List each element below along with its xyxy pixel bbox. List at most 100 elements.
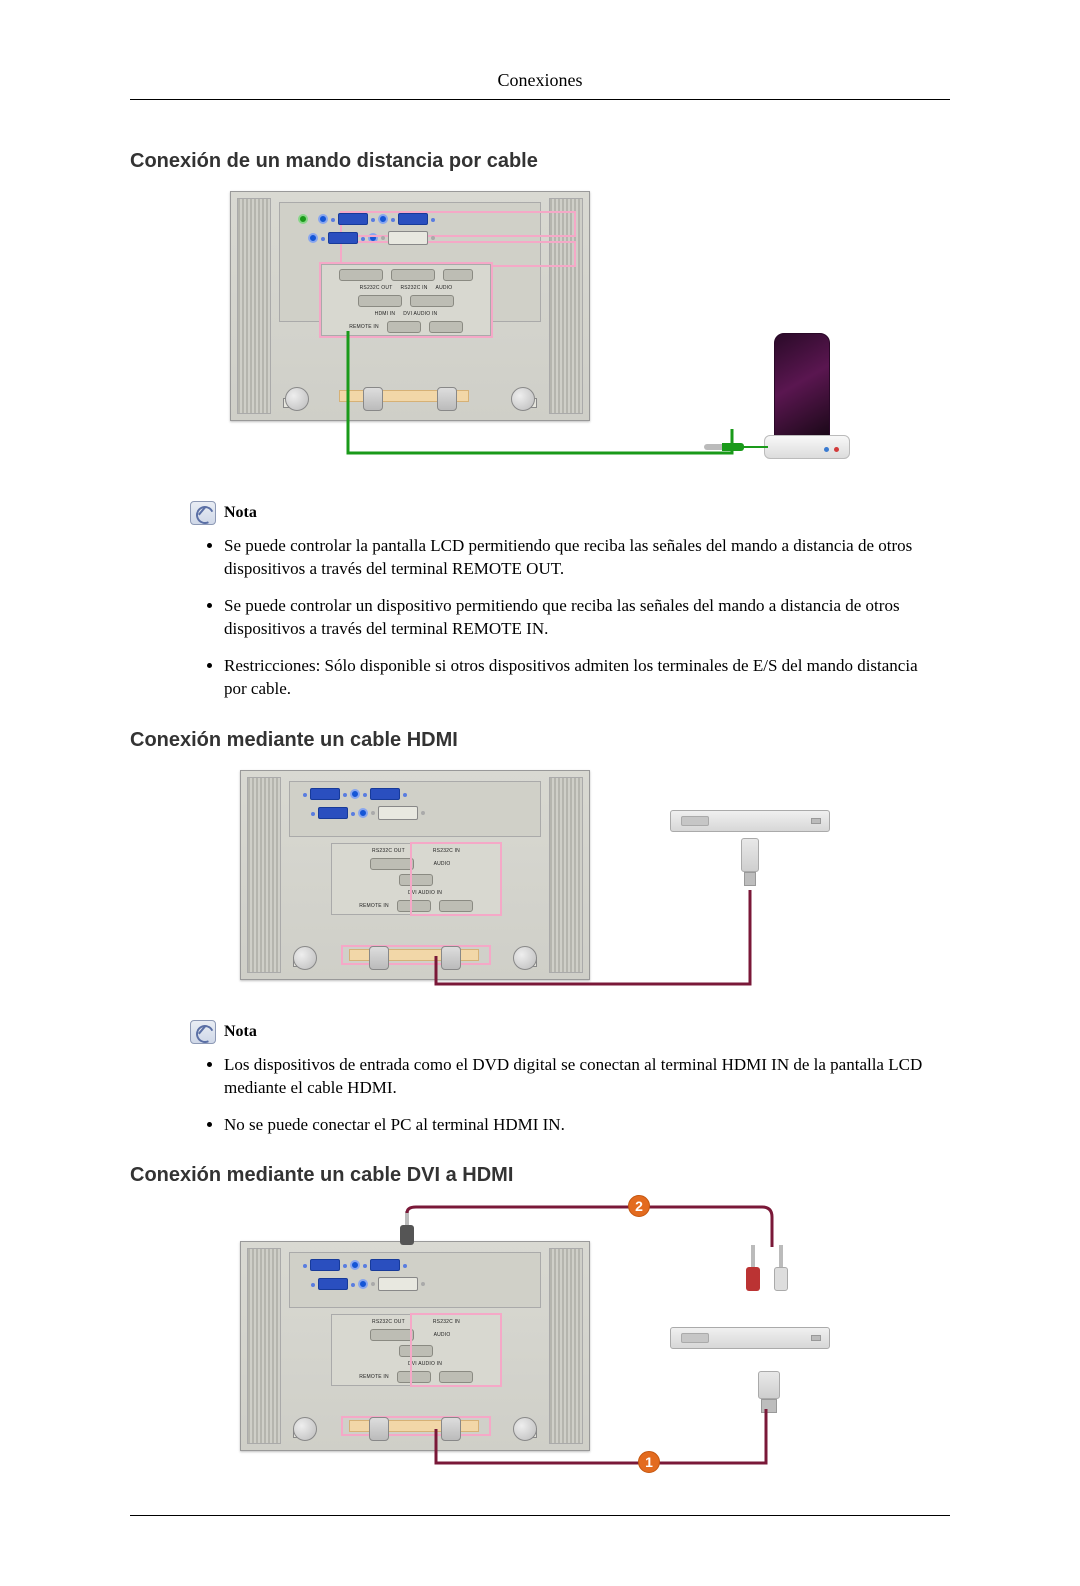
speaker-led-icon (824, 447, 829, 452)
serial-slot-icon (391, 269, 435, 281)
slot-icon (399, 1345, 433, 1357)
foot-knob-icon (293, 946, 317, 970)
audio-jack-icon (318, 214, 328, 224)
dvi-port-icon (388, 231, 428, 245)
port-label: RS232C OUT (372, 1319, 405, 1325)
io-plate (289, 781, 541, 837)
port-label: AUDIO (436, 285, 453, 291)
slot-icon (439, 1371, 473, 1383)
diagram-remote: RS232C OUTRS232C INAUDIO HDMI INDVI AUDI… (130, 191, 950, 471)
audio-jack-icon (358, 808, 368, 818)
note-label: Nota (224, 504, 257, 522)
grille-right (549, 198, 583, 414)
badge-1: 1 (638, 1451, 660, 1473)
port-label: REMOTE IN (359, 903, 389, 909)
remote-sub-plate: RS232C OUTRS232C INAUDIO HDMI INDVI AUDI… (321, 264, 491, 336)
slot-icon (443, 269, 473, 281)
foot-knob-icon (513, 946, 537, 970)
port-label: AUDIO (422, 861, 462, 867)
vga-port-icon (328, 232, 358, 244)
audio-plug-icon (704, 443, 768, 451)
foot-tab-icon (437, 387, 457, 411)
slot-icon (370, 1329, 414, 1341)
note-icon (190, 1020, 216, 1044)
vga-port-icon (318, 807, 348, 819)
slot-icon (429, 321, 463, 333)
foot-tab-icon (441, 1417, 461, 1441)
slot-icon (397, 900, 431, 912)
vga-port-icon (338, 213, 368, 225)
lcd-back-panel: RS232C OUTRS232C IN AUDIO DVI AUDIO IN R… (240, 1241, 590, 1451)
slot-icon (387, 321, 421, 333)
note-list-hdmi: Los dispositivos de entrada como el DVD … (224, 1054, 950, 1137)
dvd-player (670, 810, 830, 908)
note-item: Se puede controlar un dispositivo permit… (224, 595, 950, 641)
port-label: AUDIO (422, 1332, 462, 1338)
dvd-button-icon (811, 1335, 821, 1341)
foot-knob-icon (293, 1417, 317, 1441)
section-title-dvihdmi: Conexión mediante un cable DVI a HDMI (130, 1164, 950, 1187)
foot-tab-icon (441, 946, 461, 970)
dvd-button-icon (811, 818, 821, 824)
vga-port-icon (310, 788, 340, 800)
audio-jack-icon (298, 214, 308, 224)
foot-row (231, 384, 589, 414)
audio-jack-icon (378, 214, 388, 224)
audio-plug-top-icon (400, 1211, 414, 1245)
port-label: RS232C IN (433, 1319, 460, 1325)
io-sub-plate: RS232C OUTRS232C IN AUDIO DVI AUDIO IN R… (331, 1314, 501, 1386)
slot-icon (410, 295, 454, 307)
dvd-body (670, 810, 830, 832)
foot-tab-icon (369, 1417, 389, 1441)
foot-knob-icon (511, 387, 535, 411)
vga-port-icon (310, 1259, 340, 1271)
audio-jack-icon (358, 1279, 368, 1289)
audio-jack-icon (350, 789, 360, 799)
slot-icon (439, 900, 473, 912)
note-list-remote: Se puede controlar la pantalla LCD permi… (224, 535, 950, 701)
dvi-port-icon (378, 1277, 418, 1291)
footer-rule (130, 1515, 950, 1516)
port-label: RS232C OUT (372, 848, 405, 854)
badge-2: 2 (628, 1195, 650, 1217)
speaker-led-icon (834, 447, 839, 452)
speaker-device (774, 333, 850, 453)
slot-icon (397, 1371, 431, 1383)
note-item: Los dispositivos de entrada como el DVD … (224, 1054, 950, 1100)
vga-port-icon (370, 788, 400, 800)
dvd-tray-icon (681, 816, 709, 826)
hdmi-plug-icon (735, 838, 765, 908)
diagram-hdmi: RS232C OUTRS232C IN AUDIO DVI AUDIO IN R… (130, 770, 950, 990)
port-label: DVI AUDIO IN (403, 311, 437, 317)
dvi-port-icon (378, 806, 418, 820)
note-icon (190, 501, 216, 525)
note-item: Se puede controlar la pantalla LCD permi… (224, 535, 950, 581)
foot-tab-icon (369, 946, 389, 970)
note-item: No se puede conectar el PC al terminal H… (224, 1114, 950, 1137)
slot-icon (399, 874, 433, 886)
port-label: RS232C OUT (360, 285, 393, 291)
grille-left (237, 198, 271, 414)
serial-slot-icon (339, 269, 383, 281)
audio-jack-icon (350, 1260, 360, 1270)
foot-row (241, 1414, 589, 1444)
foot-knob-icon (513, 1417, 537, 1441)
speaker-base (764, 435, 850, 459)
note-item: Restricciones: Sólo disponible si otros … (224, 655, 950, 701)
port-label: REMOTE IN (349, 324, 379, 330)
vga-port-icon (398, 213, 428, 225)
lcd-back-panel: RS232C OUTRS232C IN AUDIO DVI AUDIO IN R… (240, 770, 590, 980)
diagram-dvihdmi: RS232C OUTRS232C IN AUDIO DVI AUDIO IN R… (130, 1205, 950, 1475)
lcd-back-panel: RS232C OUTRS232C INAUDIO HDMI INDVI AUDI… (230, 191, 590, 421)
speaker-body (774, 333, 830, 443)
rca-plugs (746, 1245, 788, 1295)
note-block: Nota (190, 1020, 950, 1044)
audio-jack-icon (308, 233, 318, 243)
foot-row (241, 943, 589, 973)
io-sub-plate: RS232C OUTRS232C IN AUDIO DVI AUDIO IN R… (331, 843, 501, 915)
dvi-plug-icon (754, 1371, 784, 1417)
io-plate (289, 1252, 541, 1308)
rca-white-icon (774, 1245, 788, 1295)
dvd-player (670, 1327, 830, 1349)
note-label: Nota (224, 1023, 257, 1041)
